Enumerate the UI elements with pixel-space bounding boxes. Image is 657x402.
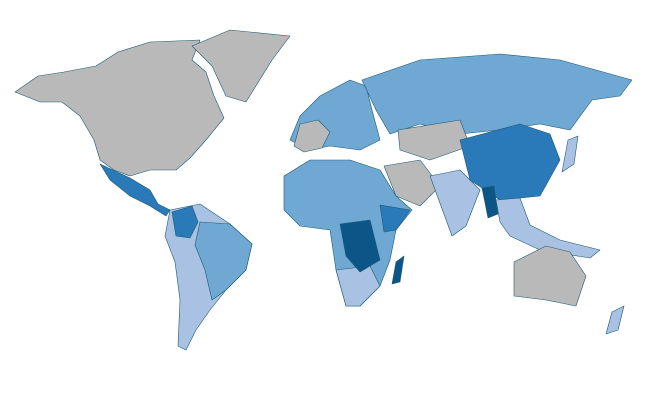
china [459, 123, 561, 201]
russia [361, 53, 633, 135]
colombia [171, 205, 199, 239]
brazil [194, 221, 253, 301]
myanmar [481, 185, 499, 219]
india [429, 169, 481, 237]
japan [561, 135, 579, 173]
north-america [14, 39, 225, 177]
australia [513, 245, 587, 307]
western-europe [293, 119, 331, 153]
central-africa [339, 219, 381, 273]
new-zealand [605, 305, 625, 335]
madagascar [391, 255, 405, 285]
southeast-asia [495, 197, 601, 259]
greenland [191, 29, 291, 103]
east-africa [379, 204, 411, 233]
middle-east [383, 159, 441, 207]
mexico [99, 163, 171, 217]
kazakhstan [397, 119, 471, 161]
